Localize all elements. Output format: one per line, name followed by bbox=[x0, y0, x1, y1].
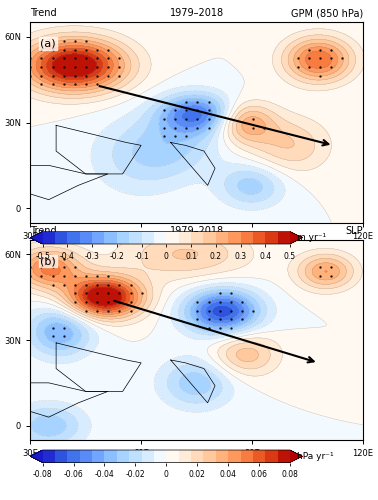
Text: Trend: Trend bbox=[30, 8, 57, 18]
PathPatch shape bbox=[30, 450, 43, 462]
Text: 1979–2018: 1979–2018 bbox=[169, 226, 224, 236]
PathPatch shape bbox=[30, 232, 43, 244]
PathPatch shape bbox=[290, 232, 302, 244]
Text: Trend: Trend bbox=[30, 226, 57, 236]
Text: GPM (850 hPa): GPM (850 hPa) bbox=[291, 8, 363, 18]
Text: SLP: SLP bbox=[345, 226, 363, 236]
Text: hPa yr⁻¹: hPa yr⁻¹ bbox=[297, 452, 334, 461]
Text: 1979–2018: 1979–2018 bbox=[169, 8, 224, 18]
PathPatch shape bbox=[290, 450, 302, 462]
Text: (b): (b) bbox=[40, 256, 56, 266]
Text: (a): (a) bbox=[40, 38, 56, 48]
Text: m yr⁻¹: m yr⁻¹ bbox=[297, 233, 327, 242]
